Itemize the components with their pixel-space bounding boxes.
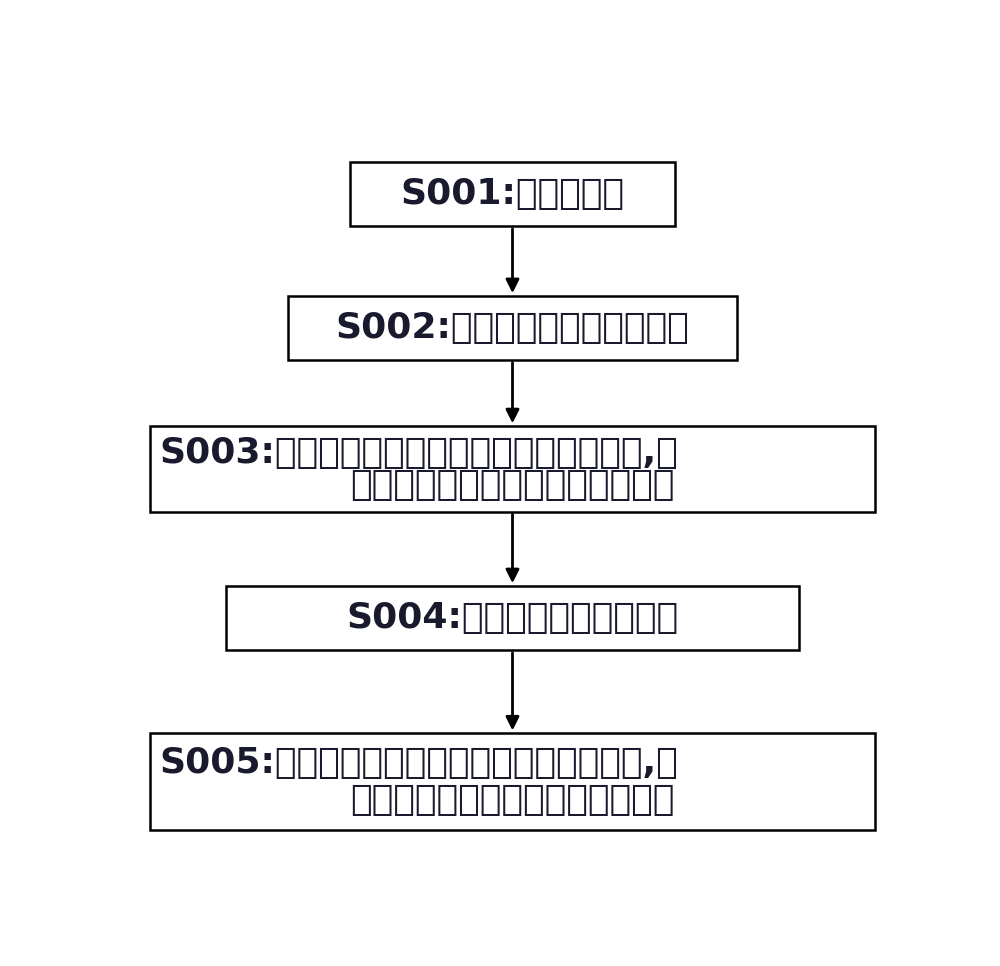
- Text: S003:测量隧道参数、出土量及渣土改良参数,调: S003:测量隧道参数、出土量及渣土改良参数,调: [159, 436, 678, 470]
- Text: 整并确定正式掘进时的改良剂参数: 整并确定正式掘进时的改良剂参数: [350, 783, 675, 817]
- Text: S001:预制改良剂: S001:预制改良剂: [400, 177, 624, 211]
- Text: 整并确定正式掘进时的改良剂参数: 整并确定正式掘进时的改良剂参数: [350, 469, 675, 502]
- Text: S002:调整改良剂参数，试掘进: S002:调整改良剂参数，试掘进: [336, 311, 689, 345]
- FancyBboxPatch shape: [150, 426, 875, 512]
- FancyBboxPatch shape: [150, 733, 875, 830]
- Text: S004:调整掘进参数，试掘进: S004:调整掘进参数，试掘进: [346, 601, 679, 635]
- FancyBboxPatch shape: [226, 586, 799, 649]
- FancyBboxPatch shape: [350, 162, 675, 226]
- Text: S005:测量隧道参数、出土量及渣土改良参数,调: S005:测量隧道参数、出土量及渣土改良参数,调: [159, 747, 678, 781]
- FancyBboxPatch shape: [288, 297, 737, 359]
